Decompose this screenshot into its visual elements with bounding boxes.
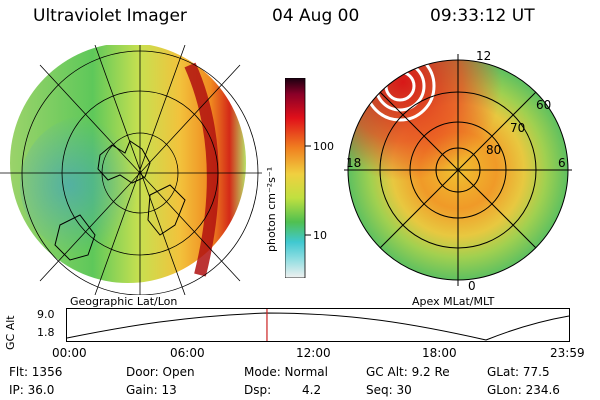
dayside-artifact-rings	[364, 50, 436, 122]
low-emission-region	[20, 115, 160, 255]
mlat-mlt-grid	[344, 54, 572, 286]
sequence-number: Seq: 30	[366, 383, 412, 397]
geographic-caption: Geographic Lat/Lon	[70, 295, 178, 308]
colorbar-scale	[285, 78, 306, 278]
door-status: Door: Open	[126, 365, 195, 379]
altitude-ytick-bottom: 1.8	[37, 326, 55, 339]
altitude-ylabel: GC Alt	[4, 315, 17, 350]
colorbar-label-10: 10	[313, 229, 327, 242]
gain-value: Gain: 13	[126, 383, 177, 397]
lat-lon-grid	[0, 45, 262, 295]
gc-altitude: GC Alt: 9.2 Re	[366, 365, 450, 379]
colorbar-label-100: 100	[313, 140, 334, 153]
colorbar: 100 10	[285, 78, 334, 278]
xtick-1800: 18:00	[422, 346, 457, 360]
altitude-curve	[66, 312, 570, 341]
geographic-auroral-image	[0, 45, 262, 295]
colorbar-unit-wrapper: photon cm⁻²s⁻¹	[259, 152, 293, 262]
dsp-value: 4.2	[302, 383, 322, 397]
apex-polar-image: 12 18 6 0 60 70 80	[344, 49, 572, 293]
app-title: Ultraviolet Imager	[33, 6, 187, 26]
colorbar-unit-label: photon cm⁻²s⁻¹	[265, 166, 278, 252]
ip-value: IP: 36.0	[9, 383, 55, 397]
mode-status: Mode: Normal	[244, 365, 328, 379]
time-label: 09:33:12 UT	[430, 6, 535, 26]
mlt-label-12: 12	[476, 49, 491, 63]
xtick-0600: 06:00	[170, 346, 205, 360]
altitude-plot	[66, 308, 570, 342]
apex-caption: Apex MLat/MLT	[412, 295, 495, 308]
mlat-label-80: 80	[486, 143, 501, 157]
altitude-ytick-top: 9.0	[37, 308, 55, 321]
coastlines	[54, 140, 186, 261]
mlt-label-18: 18	[346, 156, 361, 170]
mlat-label-70: 70	[510, 121, 525, 135]
mlat-label-60: 60	[536, 98, 551, 112]
xtick-0000: 00:00	[52, 346, 87, 360]
dsp-label: Dsp:	[244, 383, 272, 397]
flight-number: Flt: 1356	[9, 365, 63, 379]
xtick-2359: 23:59	[550, 346, 585, 360]
mlt-label-0: 0	[468, 279, 476, 293]
date-label: 04 Aug 00	[272, 6, 360, 26]
geographic-latitude: GLat: 77.5	[487, 365, 550, 379]
xtick-1200: 12:00	[296, 346, 331, 360]
auroral-arc	[184, 62, 219, 277]
mlt-label-6: 6	[558, 156, 566, 170]
geographic-longitude: GLon: 234.6	[487, 383, 560, 397]
